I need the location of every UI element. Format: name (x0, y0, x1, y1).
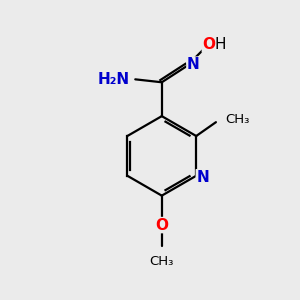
Text: N: N (196, 170, 209, 185)
Text: CH₃: CH₃ (150, 254, 174, 268)
Text: H: H (214, 37, 226, 52)
Text: H₂N: H₂N (97, 72, 129, 87)
Text: CH₃: CH₃ (225, 113, 249, 126)
Text: N: N (187, 57, 200, 72)
Text: O: O (155, 218, 168, 232)
Text: O: O (202, 37, 215, 52)
